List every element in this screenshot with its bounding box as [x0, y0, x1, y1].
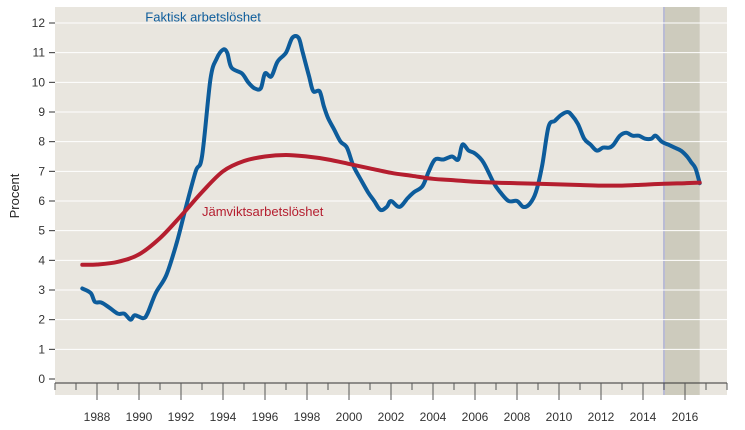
- y-tick-label: 4: [38, 253, 45, 267]
- x-tick-label: 2002: [378, 410, 405, 424]
- x-tick-label: 1994: [210, 410, 237, 424]
- x-tick-label: 1998: [294, 410, 321, 424]
- x-tick-label: 2008: [504, 410, 531, 424]
- x-tick-label: 2014: [630, 410, 657, 424]
- y-tick-label: 2: [38, 313, 45, 327]
- y-tick-label: 7: [38, 164, 45, 178]
- x-tick-label: 1996: [252, 410, 279, 424]
- x-tick-label: 1992: [168, 410, 195, 424]
- series-annotation: Jämviktsarbetslöshet: [202, 204, 324, 219]
- y-tick-label: 10: [32, 75, 46, 89]
- x-tick-label: 2000: [336, 410, 363, 424]
- x-tick-label: 2016: [672, 410, 699, 424]
- y-tick-label: 0: [38, 372, 45, 386]
- x-tick-label: 2004: [420, 410, 447, 424]
- y-tick-label: 6: [38, 194, 45, 208]
- y-axis-label: Procent: [7, 173, 22, 218]
- y-tick-label: 8: [38, 135, 45, 149]
- y-tick-label: 11: [33, 46, 46, 60]
- y-tick-label: 9: [38, 105, 45, 119]
- y-tick-label: 5: [38, 224, 45, 238]
- x-tick-label: 1990: [126, 410, 153, 424]
- y-tick-label: 12: [32, 16, 46, 30]
- series-line-jamvikt: [80, 153, 702, 267]
- y-tick-label: 3: [38, 283, 45, 297]
- series-annotation: Faktisk arbetslöshet: [145, 10, 261, 25]
- x-tick-label: 1988: [84, 410, 111, 424]
- x-tick-label: 2006: [462, 410, 489, 424]
- x-tick-label: 2010: [546, 410, 573, 424]
- series-line-faktisk: [80, 34, 702, 322]
- x-tick-label: 2012: [588, 410, 615, 424]
- y-tick-label: 1: [38, 342, 45, 356]
